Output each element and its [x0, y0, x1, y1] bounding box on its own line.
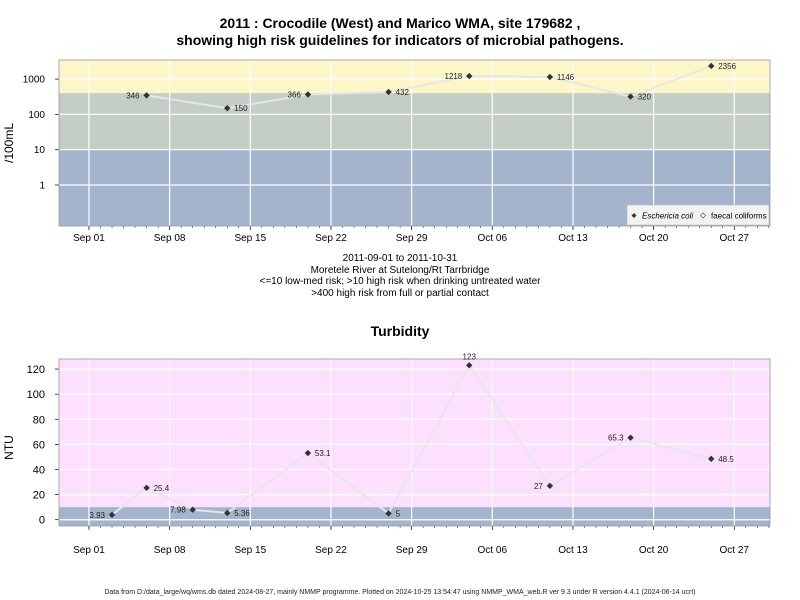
tick-label-x: Oct 13 — [558, 233, 588, 244]
tick-label-x: Oct 27 — [720, 233, 750, 244]
data-label: 3.93 — [89, 511, 105, 520]
tick-label-x: Oct 13 — [558, 545, 588, 556]
tick-label-x: Oct 20 — [639, 233, 669, 244]
caption-risk-drinking: <=10 low-med risk; >10 high risk when dr… — [259, 276, 541, 287]
tick-label-x: Oct 20 — [639, 545, 669, 556]
tick-label-x: Sep 29 — [396, 545, 428, 556]
tick-label-x: Oct 27 — [720, 545, 750, 556]
legend-label-faecal: faecal coliforms — [711, 212, 767, 221]
data-point — [189, 506, 196, 513]
tick-label-x: Sep 22 — [315, 545, 347, 556]
tick-label-x: Sep 15 — [234, 545, 266, 556]
data-label: 5.36 — [234, 509, 250, 518]
chart-title-line1: 2011 : Crocodile (West) and Marico WMA, … — [219, 15, 581, 31]
caption-risk-contact: >400 high risk from full or partial cont… — [311, 287, 489, 299]
caption-dates: 2011-09-01 to 2011-10-31 — [342, 253, 458, 264]
data-label: 2356 — [718, 62, 736, 71]
tick-label-y: 10 — [34, 145, 46, 156]
band-high-risk — [59, 60, 770, 94]
data-label: 25.4 — [154, 484, 170, 493]
tick-label-y: 1000 — [23, 75, 46, 86]
data-point — [546, 482, 554, 490]
data-label: 123 — [463, 352, 477, 361]
data-point — [224, 509, 231, 517]
data-point — [627, 93, 634, 100]
data-point — [304, 91, 312, 98]
data-label: 432 — [396, 88, 410, 97]
tick-label-x: Sep 22 — [315, 233, 347, 244]
y-axis-label: NTU — [2, 435, 16, 460]
data-label: 1218 — [444, 72, 462, 81]
tick-label-x: Sep 15 — [234, 233, 266, 244]
data-point — [466, 72, 473, 80]
tick-label-x: Oct 06 — [478, 233, 508, 244]
data-point — [304, 449, 312, 457]
microbial-chart: Sep 01 Sep 08 Sep 15 Sep 22 Sep 29 Oct 06 Oct … — [2, 59, 771, 244]
chart-title-line2: showing high risk guidelines for indicat… — [176, 32, 624, 48]
legend-marker-ecoli — [631, 213, 637, 218]
data-point — [143, 92, 150, 99]
legend-label-ecoli: Eschericia coli — [642, 212, 693, 221]
tick-label-y: 60 — [33, 439, 45, 451]
data-label: 1146 — [557, 73, 575, 82]
turbidity-title: Turbidity — [370, 323, 430, 339]
plot-frame — [58, 59, 771, 227]
data-point — [143, 484, 150, 492]
data-point — [385, 88, 392, 96]
tick-label-y: 0 — [39, 515, 45, 527]
data-label: 7.98 — [170, 506, 186, 515]
series-line — [146, 65, 712, 110]
data-label: 5 — [396, 509, 401, 518]
data-label: 65.3 — [608, 434, 624, 443]
tick-label-x: Sep 01 — [73, 545, 105, 556]
series-line — [111, 363, 712, 516]
caption-site: Moretele River at Sutelong/Rt Tarrbridge — [310, 264, 490, 276]
data-point — [627, 434, 634, 441]
data-point — [708, 62, 715, 70]
band-medium-risk — [59, 93, 770, 150]
data-label: 27 — [534, 482, 543, 491]
tick-label-y: 80 — [33, 414, 45, 426]
data-point — [546, 73, 554, 81]
band-high-turbidity — [59, 359, 770, 508]
data-label: 48.5 — [718, 455, 734, 464]
tick-label-y: 20 — [33, 490, 45, 502]
y-axis-label: /100mL — [2, 123, 16, 163]
tick-label-y: 100 — [28, 110, 45, 121]
turbidity-chart: Sep 01 Sep 08 Sep 15 Sep 22 Sep 29 Oct 06 Oct … — [2, 352, 771, 556]
tick-label-y: 40 — [33, 464, 45, 476]
legend-marker-faecal — [700, 212, 706, 219]
tick-label-x: Sep 01 — [73, 233, 105, 244]
data-label: 346 — [126, 91, 140, 100]
tick-label-x: Sep 08 — [154, 233, 186, 244]
tick-label-y: 1 — [39, 181, 45, 192]
legend: Eschericia coli faecal coliforms — [626, 204, 770, 226]
data-label: 366 — [288, 91, 302, 100]
tick-label-x: Oct 06 — [478, 545, 508, 556]
data-point — [224, 104, 231, 112]
band-low-turbidity — [59, 507, 770, 526]
plot-frame — [58, 358, 771, 527]
data-label: 53.1 — [315, 449, 331, 458]
data-point — [708, 455, 715, 463]
tick-label-y: 100 — [27, 389, 45, 401]
data-point — [466, 362, 473, 369]
legend-box — [626, 204, 770, 226]
tick-label-x: Sep 29 — [396, 233, 428, 244]
data-point — [385, 510, 392, 517]
footer-note: Data from D:/data_large/wq/wms.db dated … — [104, 589, 696, 596]
data-label: 320 — [638, 93, 652, 102]
data-label: 150 — [234, 104, 248, 113]
tick-label-x: Sep 08 — [154, 545, 186, 556]
tick-label-y: 120 — [27, 364, 45, 376]
